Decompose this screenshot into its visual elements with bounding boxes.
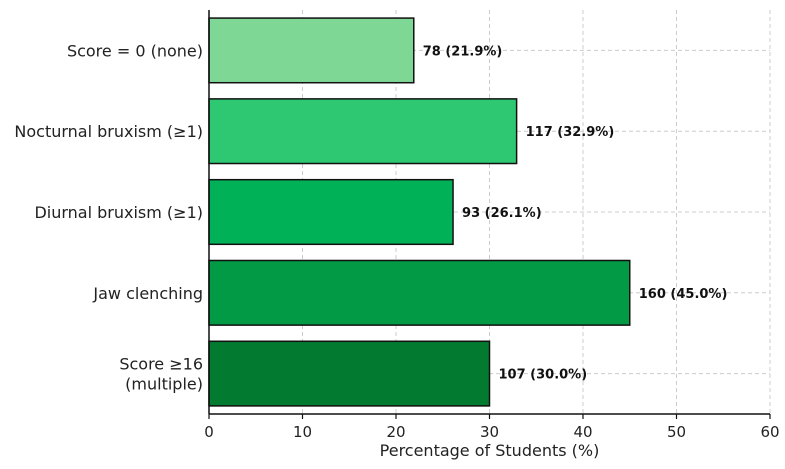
category-label-0: Score = 0 (none) <box>67 41 203 60</box>
bar-3 <box>208 259 631 326</box>
category-label-2: Diurnal bruxism (≥1) <box>34 203 203 222</box>
bar-2 <box>208 178 454 246</box>
bars-group <box>208 17 631 407</box>
category-labels-group: Score = 0 (none) Nocturnal bruxism (≥1) Di… <box>14 41 203 393</box>
data-labels-group: 78 (21.9%) 117 (32.9%) 93 (26.1%) 160 (45.0… <box>423 44 728 382</box>
x-tick-label-4: 40 <box>573 423 592 441</box>
x-tick-label-0: 0 <box>204 423 214 441</box>
data-label-4: 107 (30.0%) <box>499 368 588 383</box>
data-label-3: 160 (45.0%) <box>639 287 728 302</box>
data-label-1: 117 (32.9%) <box>526 125 615 140</box>
category-label-4: Score ≥16 (multiple) <box>119 355 203 394</box>
bar-4 <box>208 340 491 407</box>
category-label-1: Nocturnal bruxism (≥1) <box>14 122 203 141</box>
category-label-3: Jaw clenching <box>92 284 203 303</box>
x-tick-label-2: 20 <box>386 423 405 441</box>
x-tick-label-3: 30 <box>480 423 499 441</box>
data-label-0: 78 (21.9%) <box>423 44 503 59</box>
x-axis-title: Percentage of Students (%) <box>380 441 600 460</box>
x-tick-label-1: 10 <box>293 423 312 441</box>
data-label-2: 93 (26.1%) <box>462 206 542 221</box>
bar-0 <box>208 17 415 84</box>
x-tick-label-5: 50 <box>667 423 686 441</box>
x-tick-label-6: 60 <box>760 423 779 441</box>
x-ticks-group: 0 10 20 30 40 50 60 <box>204 414 780 441</box>
bar-1 <box>208 98 518 165</box>
